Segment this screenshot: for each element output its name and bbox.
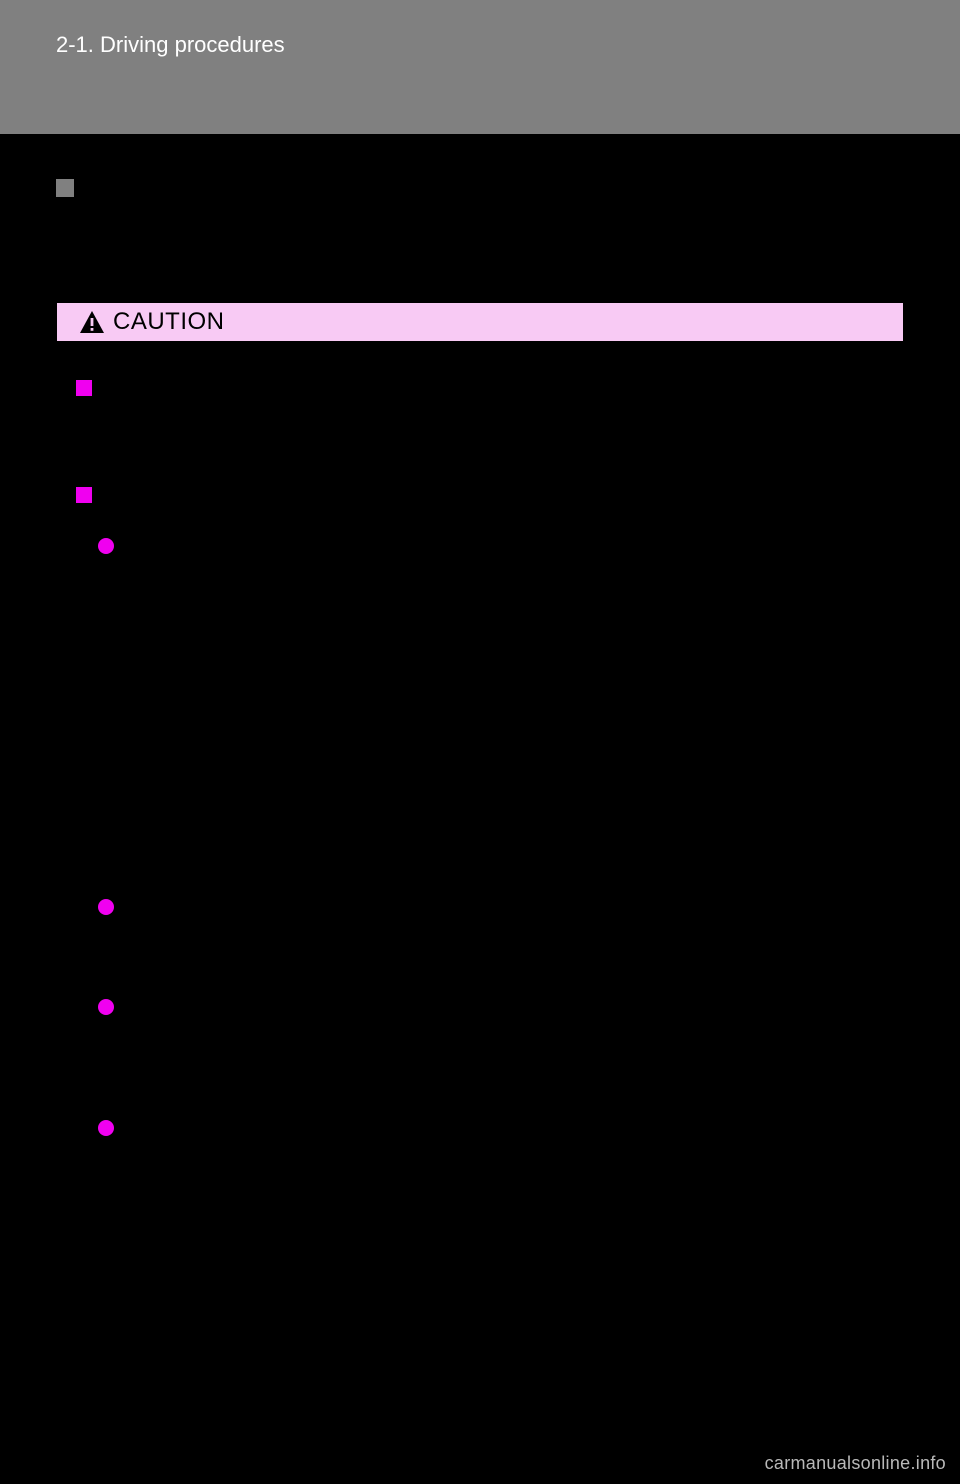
caution-bar: CAUTION xyxy=(56,302,904,342)
section-title: 2-1. Driving procedures xyxy=(56,32,960,58)
bullet-dot-magenta xyxy=(98,538,114,554)
caution-label: CAUTION xyxy=(113,308,225,336)
bullet-square-magenta xyxy=(76,487,92,503)
list-item xyxy=(56,1015,904,1136)
list-item xyxy=(56,915,904,1015)
warning-icon xyxy=(79,310,105,334)
watermark-text: carmanualsonline.info xyxy=(765,1453,946,1474)
bullet-dot-magenta xyxy=(98,1120,114,1136)
bullet-dot-magenta xyxy=(98,899,114,915)
bullet-square-magenta xyxy=(76,380,92,396)
list-item xyxy=(56,554,904,915)
bullet-dot-magenta xyxy=(98,999,114,1015)
bullet-square-gray xyxy=(56,179,74,197)
page-header: 2-1. Driving procedures xyxy=(0,0,960,134)
list-item xyxy=(56,508,904,554)
page-content: CAUTION xyxy=(0,134,960,1136)
page: 2-1. Driving procedures CAUTION carmanua… xyxy=(0,0,960,1484)
